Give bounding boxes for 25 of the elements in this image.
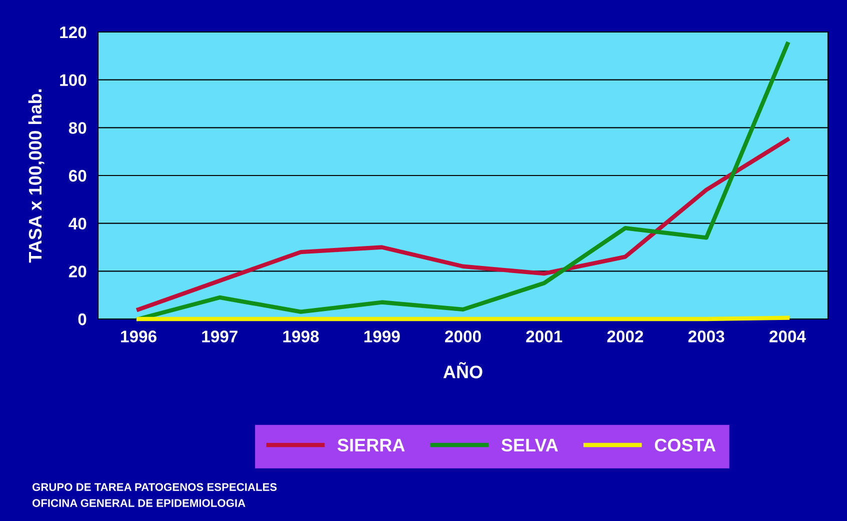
x-tick-label: 1999 bbox=[364, 330, 400, 342]
y-tick-label: 100 bbox=[60, 74, 86, 86]
x-tick-label: 2003 bbox=[688, 330, 724, 342]
x-axis-title: AÑO bbox=[443, 362, 482, 378]
legend-label: COSTA bbox=[654, 438, 716, 452]
legend-label: SELVA bbox=[501, 438, 558, 452]
x-tick-label: 1996 bbox=[121, 330, 156, 342]
x-tick-label: 2001 bbox=[526, 330, 562, 342]
y-tick-label: 60 bbox=[68, 170, 86, 182]
x-tick-label: 1997 bbox=[202, 330, 238, 342]
x-tick-label: 2004 bbox=[769, 330, 806, 342]
y-tick-label: 120 bbox=[60, 26, 86, 38]
x-tick-label: 2000 bbox=[445, 330, 481, 342]
y-tick-label: 20 bbox=[68, 266, 86, 278]
line-series bbox=[136, 138, 790, 312]
y-tick-label: 80 bbox=[68, 122, 86, 134]
x-tick-label: 2002 bbox=[607, 330, 644, 342]
text: OFICINA GENERAL DE EPIDEMIOLOGIA bbox=[32, 499, 246, 507]
y-tick-label: 0 bbox=[78, 313, 86, 326]
text: GRUPO DE TAREA PATOGENOS ESPECIALES bbox=[32, 483, 277, 491]
y-axis-title: TASA x 100,000 hab. bbox=[28, 89, 44, 263]
legend-label: SIERRA bbox=[338, 438, 405, 452]
x-tick-label: 1998 bbox=[283, 330, 319, 342]
y-tick-label: 40 bbox=[68, 218, 86, 230]
line-series bbox=[136, 42, 790, 322]
